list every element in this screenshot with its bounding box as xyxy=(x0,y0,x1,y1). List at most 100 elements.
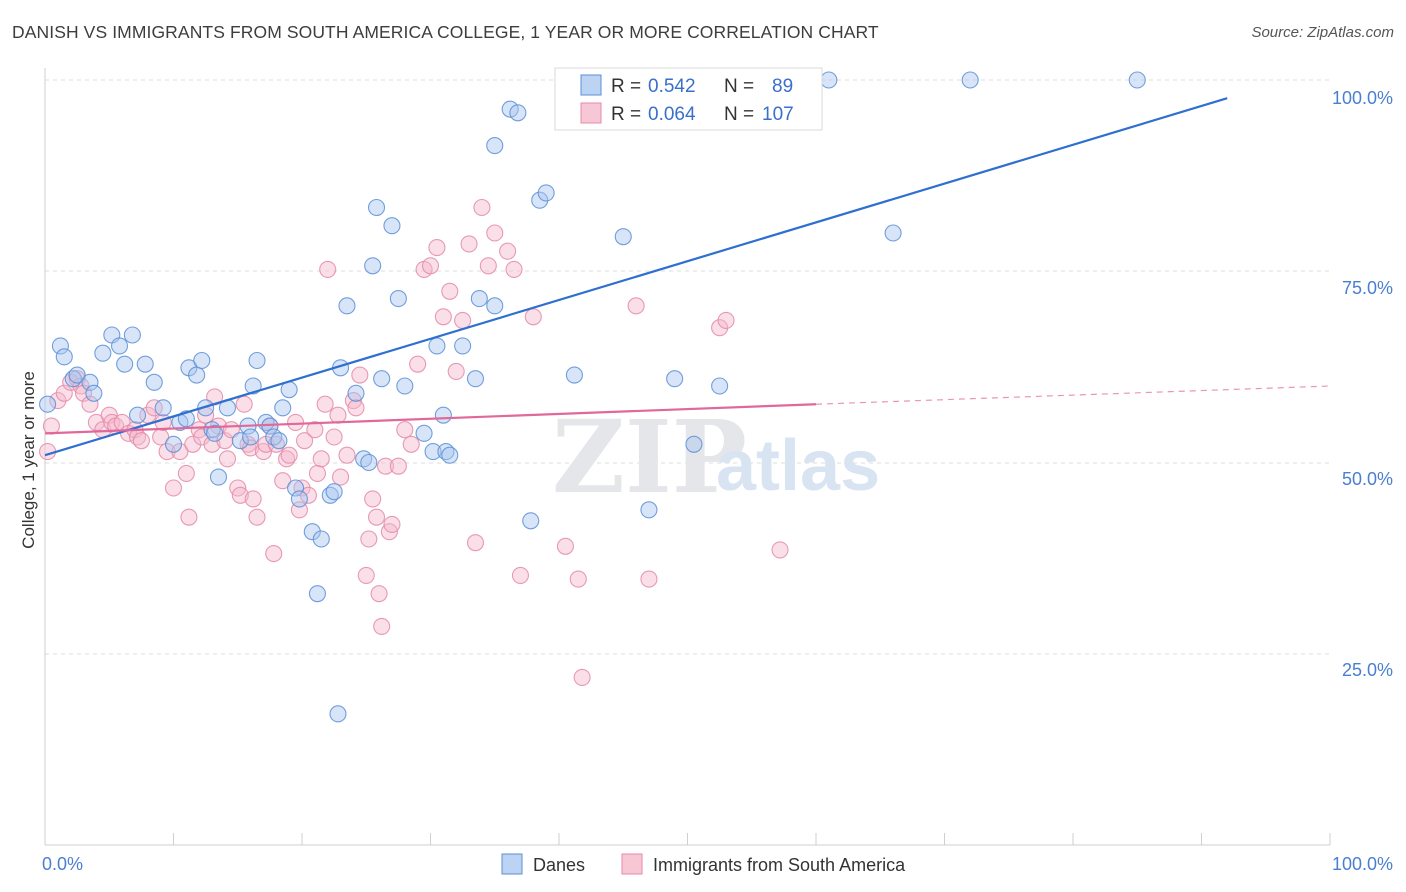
y-tick-labels: 25.0% 50.0% 75.0% 100.0% xyxy=(1332,88,1393,680)
series-legend: Danes Immigrants from South America xyxy=(501,853,906,875)
danes-point xyxy=(685,435,703,453)
series-legend-swatch-danes xyxy=(501,853,523,875)
immigrants-point xyxy=(347,399,365,417)
immigrants-point xyxy=(177,464,195,482)
immigrants-trend-line xyxy=(44,403,817,435)
danes-point xyxy=(312,530,330,548)
immigrants-point xyxy=(428,239,446,257)
danes-point xyxy=(68,366,86,384)
danes-point xyxy=(231,432,249,450)
immigrants-point xyxy=(473,198,491,217)
legend-immigrants-r-label: R = xyxy=(611,104,641,125)
immigrants-point xyxy=(145,399,163,417)
immigrants-point xyxy=(287,413,305,431)
immigrants-point xyxy=(434,308,452,326)
immigrants-point xyxy=(717,311,735,329)
immigrants-point xyxy=(364,490,382,508)
danes-point xyxy=(274,399,292,417)
immigrants-point xyxy=(75,384,93,402)
danes-point xyxy=(565,366,583,384)
danes-point xyxy=(116,355,134,373)
immigrants-point xyxy=(367,508,386,526)
danes-point xyxy=(329,705,347,723)
legend-immigrants-r-value: 0.064 xyxy=(648,104,696,125)
immigrants-point xyxy=(351,366,369,384)
danes-point xyxy=(242,428,260,446)
danes-point xyxy=(537,184,555,202)
danes-point xyxy=(81,373,99,391)
danes-point xyxy=(360,453,378,472)
danes-point xyxy=(466,370,485,388)
danes-point xyxy=(441,446,459,464)
immigrants-point xyxy=(511,566,530,584)
immigrants-point xyxy=(312,450,330,468)
y-tick-label: 100.0% xyxy=(1332,88,1393,108)
y-axis-title: College, 1 year or more xyxy=(19,371,38,549)
immigrants-point xyxy=(499,242,517,260)
danes-point xyxy=(428,337,446,355)
immigrants-point xyxy=(771,541,789,559)
immigrants-point xyxy=(331,468,350,486)
immigrants-point xyxy=(184,435,202,453)
danes-point xyxy=(961,71,979,89)
immigrants-point xyxy=(265,545,283,563)
danes-point xyxy=(193,351,211,370)
immigrants-point xyxy=(389,457,407,475)
danes-point xyxy=(509,104,527,122)
immigrants-point xyxy=(447,362,465,380)
danes-point xyxy=(640,501,658,519)
immigrants-point xyxy=(376,457,395,475)
danes-point xyxy=(338,297,356,315)
watermark-zip: ZIP xyxy=(552,398,747,516)
danes-point xyxy=(373,370,391,388)
stats-legend: R = 0.542 N = 89 R = 0.064 N = 107 xyxy=(554,67,823,131)
danes-point xyxy=(128,406,147,424)
danes-point xyxy=(666,370,684,388)
immigrants-point xyxy=(383,515,401,533)
danes-point xyxy=(884,224,902,242)
danes-point xyxy=(1128,71,1146,89)
danes-point xyxy=(270,432,288,450)
immigrants-point xyxy=(373,617,391,635)
immigrants-point xyxy=(296,432,314,450)
chart-title: DANISH VS IMMIGRANTS FROM SOUTH AMERICA … xyxy=(12,22,879,42)
immigrants-point xyxy=(274,472,292,490)
legend-danes-r-label: R = xyxy=(611,76,641,97)
immigrants-point xyxy=(460,235,478,253)
immigrants-point xyxy=(231,486,249,504)
immigrants-point xyxy=(319,260,337,278)
legend-danes-r-value: 0.542 xyxy=(648,76,696,97)
y-tick-label: 25.0% xyxy=(1342,660,1393,680)
series-legend-swatch-immigrants xyxy=(621,853,643,875)
danes-point xyxy=(188,366,206,384)
immigrants-point xyxy=(280,446,298,464)
source-credit: Source: ZipAtlas.com xyxy=(1251,24,1394,41)
immigrants-point xyxy=(325,428,343,446)
immigrants-point xyxy=(49,392,67,410)
danes-point xyxy=(303,523,321,541)
legend-swatch-immigrants xyxy=(580,102,602,124)
immigrants-point xyxy=(711,319,729,337)
immigrants-point xyxy=(299,486,317,504)
danes-point xyxy=(383,217,401,235)
immigrants-point xyxy=(338,446,356,464)
immigrants-point xyxy=(244,490,262,508)
immigrants-point xyxy=(248,508,266,526)
immigrants-point xyxy=(402,435,420,453)
immigrants-point xyxy=(454,311,472,329)
danes-point xyxy=(424,443,442,461)
immigrants-point xyxy=(556,537,574,555)
y-tick-label: 50.0% xyxy=(1342,469,1393,489)
immigrants-point xyxy=(81,395,99,413)
danes-point xyxy=(470,290,488,308)
immigrants-point xyxy=(627,297,645,315)
danes-point xyxy=(206,424,224,442)
danes-point xyxy=(531,191,549,209)
immigrants-point xyxy=(466,534,485,552)
danes-point xyxy=(364,257,382,275)
immigrants-point xyxy=(293,479,311,497)
immigrants-point xyxy=(329,406,347,424)
danes-point xyxy=(396,377,414,395)
series-danes-points xyxy=(39,71,1146,723)
danes-point xyxy=(367,198,386,217)
